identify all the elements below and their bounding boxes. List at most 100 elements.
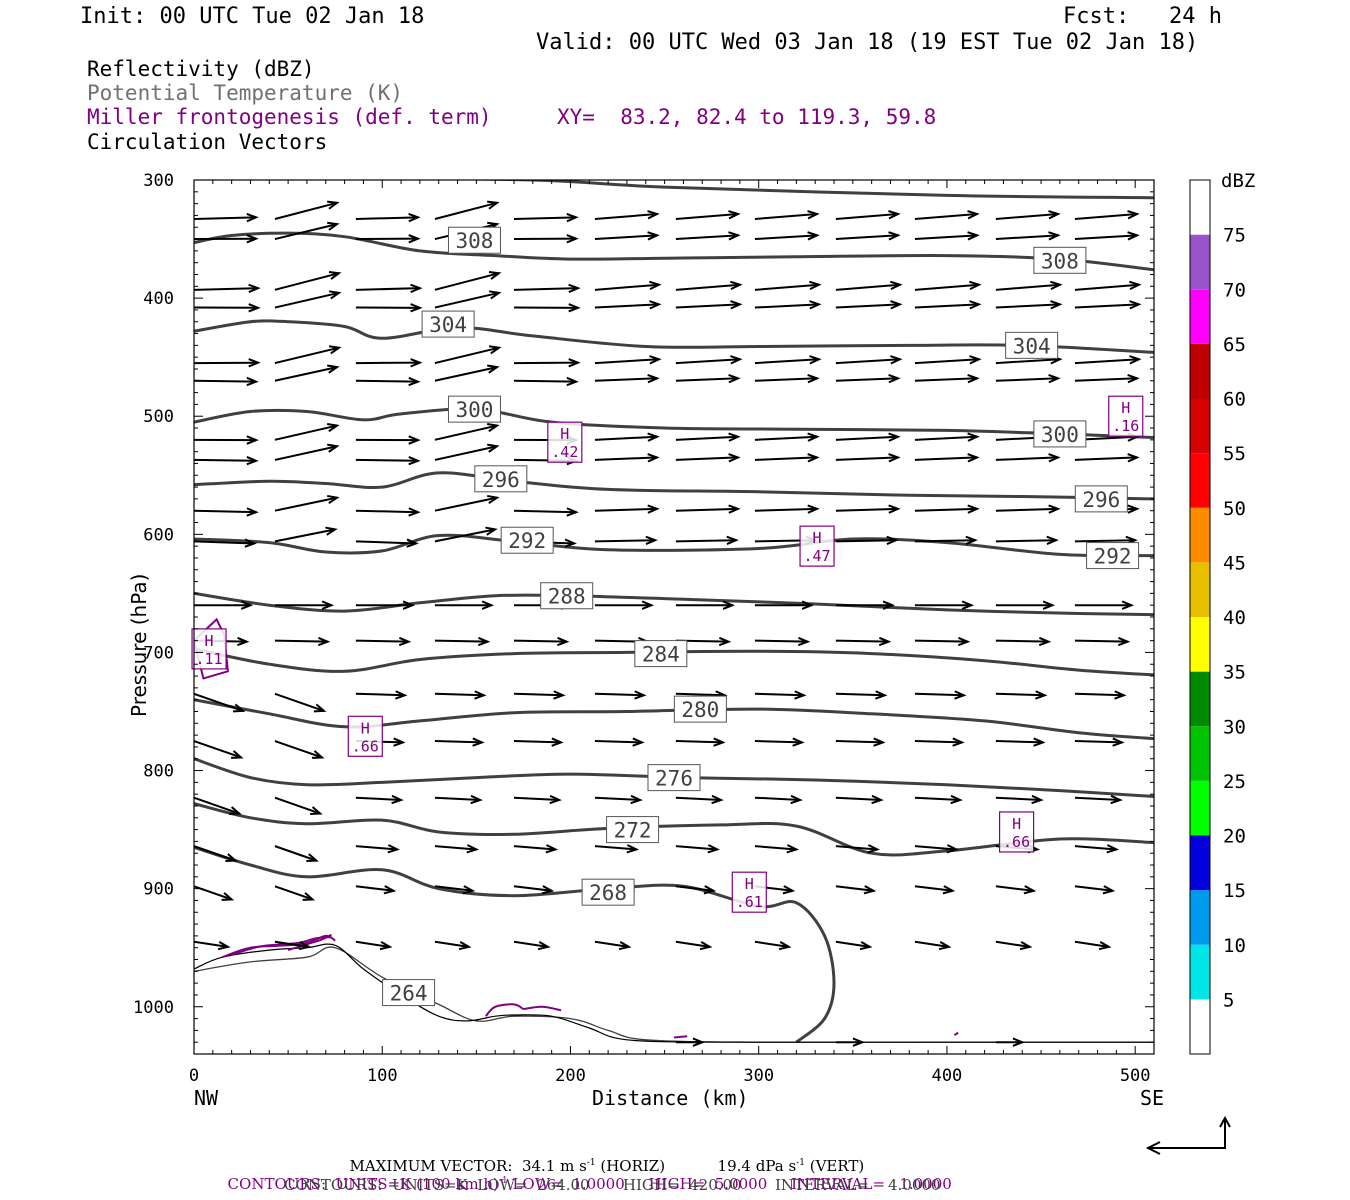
contour-label-300: 300 bbox=[1033, 420, 1087, 448]
circulation-vector bbox=[434, 423, 500, 441]
circulation-vector bbox=[835, 231, 901, 241]
circulation-vector bbox=[355, 844, 400, 854]
circulation-vector bbox=[754, 300, 822, 310]
contour-label-276: 276 bbox=[647, 764, 701, 792]
circulation-vector bbox=[675, 432, 741, 442]
circulation-vector bbox=[1074, 355, 1142, 365]
y-tick-label: 900 bbox=[143, 880, 174, 900]
circulation-vector bbox=[754, 600, 815, 610]
max-vector-line: MAXIMUM VECTOR: 34.1 m s-1 (HORIZ) 19.4 … bbox=[340, 1139, 865, 1175]
circulation-vector bbox=[355, 376, 421, 387]
colorbar-segment bbox=[1190, 343, 1210, 399]
valid-time: Valid: 00 UTC Wed 03 Jan 18 (19 EST Tue … bbox=[536, 30, 1199, 55]
circulation-vector bbox=[835, 737, 886, 747]
circulation-vector bbox=[835, 1037, 865, 1047]
x-end-right: SE bbox=[1140, 1086, 1165, 1110]
circulation-vector bbox=[1074, 280, 1142, 291]
circulation-vector bbox=[513, 940, 551, 951]
max-vector-label: MAXIMUM VECTOR: bbox=[349, 1157, 513, 1175]
circulation-vector bbox=[434, 526, 498, 543]
frontogenesis-max-marker: H.42 bbox=[547, 421, 583, 463]
contour-label-288: 288 bbox=[540, 582, 594, 610]
circulation-vector bbox=[1074, 690, 1127, 700]
circulation-vector bbox=[274, 290, 342, 309]
svg-text:308: 308 bbox=[1041, 249, 1079, 273]
circulation-vector bbox=[754, 453, 820, 463]
circulation-vector bbox=[513, 690, 566, 700]
circulation-vector bbox=[675, 535, 739, 546]
circulation-vector bbox=[995, 1037, 1025, 1047]
svg-text:288: 288 bbox=[548, 585, 586, 609]
circulation-vector bbox=[754, 690, 807, 700]
circulation-vector bbox=[835, 535, 899, 546]
svg-text:280: 280 bbox=[681, 698, 719, 722]
circulation-vector bbox=[1074, 844, 1120, 854]
svg-text:300: 300 bbox=[456, 398, 494, 422]
contours1-exp: -1 bbox=[498, 1176, 508, 1186]
frontogenesis-max-marker: H.66 bbox=[998, 811, 1035, 853]
frontogenesis-contours bbox=[194, 617, 959, 1039]
circulation-vector bbox=[914, 535, 978, 546]
circulation-vector bbox=[355, 358, 423, 368]
circulation-vector bbox=[355, 940, 393, 951]
cross-section-chart: 3083083043043003002962962922922882842802… bbox=[133, 170, 1255, 1086]
circulation-vector bbox=[835, 844, 880, 854]
circulation-vector bbox=[513, 283, 581, 294]
circulation-vector bbox=[434, 290, 502, 309]
circulation-vector bbox=[754, 737, 805, 747]
circulation-vector bbox=[675, 210, 741, 220]
circulation-vector bbox=[274, 885, 316, 901]
colorbar-segment bbox=[1190, 835, 1210, 891]
circulation-vector bbox=[274, 636, 331, 647]
legend-miller-frontogenesis: Miller frontogenesis (def. term) bbox=[87, 105, 492, 129]
circulation-vector bbox=[675, 885, 717, 895]
svg-text:.66: .66 bbox=[1003, 833, 1030, 851]
colorbar-segment bbox=[1190, 234, 1210, 290]
circulation-vector bbox=[835, 690, 888, 700]
contour-label-300: 300 bbox=[447, 395, 501, 423]
circulation-vector bbox=[355, 456, 421, 466]
circulation-vector bbox=[1074, 737, 1125, 747]
circulation-vector bbox=[513, 885, 555, 895]
circulation-vector bbox=[914, 885, 956, 895]
circulation-vector bbox=[835, 885, 877, 895]
circulation-vector bbox=[914, 453, 980, 463]
circulation-vector bbox=[914, 504, 980, 514]
circulation-vector bbox=[995, 636, 1052, 647]
circulation-vectors bbox=[194, 200, 1142, 1047]
circulation-vector bbox=[995, 300, 1063, 310]
circulation-vector bbox=[675, 600, 736, 610]
circulation-vector bbox=[675, 280, 743, 291]
colorbar-segment bbox=[1190, 507, 1210, 563]
circulation-vector bbox=[675, 794, 724, 805]
circulation-vector bbox=[194, 303, 261, 313]
x-tick-label: 200 bbox=[555, 1066, 586, 1086]
circulation-vector bbox=[274, 600, 335, 610]
terrain-profile bbox=[194, 943, 1154, 1043]
circulation-vector bbox=[995, 600, 1056, 610]
y-tick-label: 300 bbox=[143, 171, 174, 191]
colorbar-label: 5 bbox=[1223, 989, 1234, 1011]
circulation-vector bbox=[594, 940, 632, 951]
max-vector-vert: 19.4 dPa s bbox=[717, 1157, 797, 1175]
circulation-vector bbox=[995, 885, 1037, 895]
circulation-vector bbox=[675, 355, 743, 365]
circulation-vector bbox=[274, 221, 340, 241]
contour-label-268: 268 bbox=[581, 878, 635, 906]
contour-labels: 308 308 304 304 300 300 296 296 292 292 288 284 280 2… bbox=[382, 226, 1140, 1007]
circulation-vector bbox=[675, 844, 720, 854]
circulation-vector bbox=[675, 1037, 705, 1047]
circulation-vector bbox=[594, 300, 662, 310]
y-tick-label: 500 bbox=[143, 407, 174, 427]
contour-label-280: 280 bbox=[673, 695, 727, 723]
circulation-vector bbox=[675, 374, 741, 384]
circulation-vector bbox=[274, 796, 323, 815]
circulation-vector bbox=[995, 737, 1046, 747]
y-tick-label: 1000 bbox=[133, 998, 174, 1018]
circulation-vector bbox=[754, 794, 803, 805]
circulation-vector bbox=[754, 374, 820, 384]
colorbar-label: 45 bbox=[1223, 552, 1246, 574]
circulation-vector bbox=[513, 303, 581, 313]
circulation-vector bbox=[274, 692, 327, 713]
theta-contour-info: CONTOURS: UNITS=K LOW= 264.00 HIGH= 420.… bbox=[284, 1176, 941, 1194]
